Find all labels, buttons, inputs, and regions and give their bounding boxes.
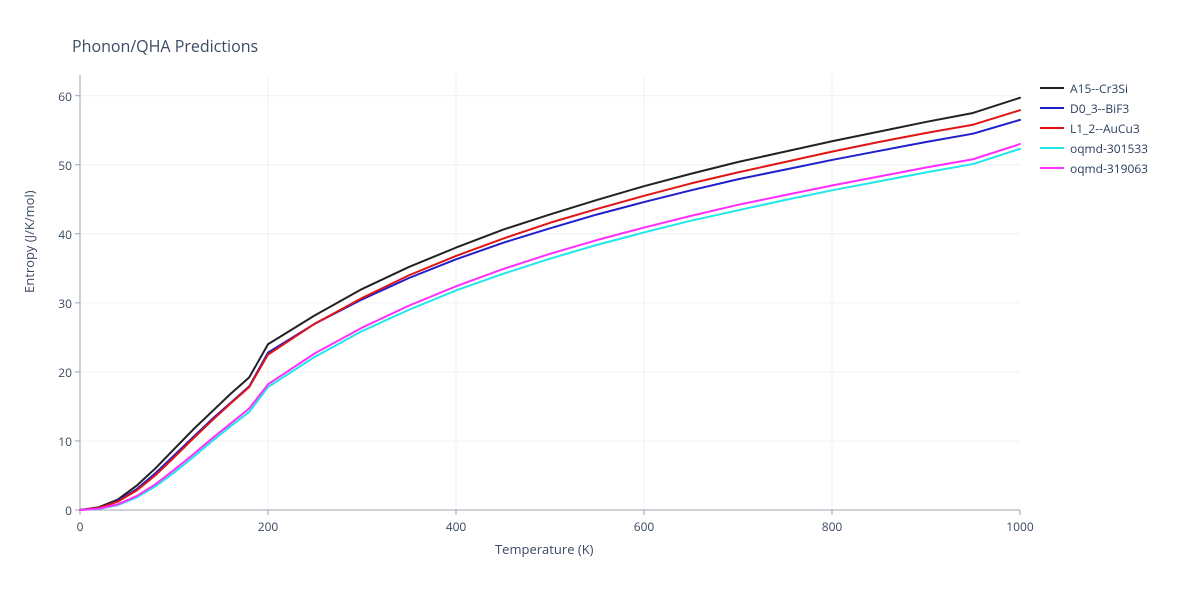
legend-swatch [1040,167,1064,169]
legend-label: D0_3--BiF3 [1070,100,1129,117]
x-axis-label: Temperature (K) [495,540,594,558]
legend-item[interactable]: L1_2--AuCu3 [1040,118,1148,138]
y-tick-label: 60 [46,88,72,105]
y-tick-label: 50 [46,157,72,174]
series-line[interactable] [80,144,1020,510]
y-tick-label: 40 [46,226,72,243]
x-tick-label: 1000 [1005,518,1035,535]
legend-label: oqmd-301533 [1070,140,1148,157]
legend-label: oqmd-319063 [1070,160,1148,177]
legend-swatch [1040,87,1064,89]
legend-item[interactable]: oqmd-301533 [1040,138,1148,158]
y-axis-label: Entropy (J/K/mol) [20,190,38,293]
y-tick-label: 0 [46,502,72,519]
legend-label: A15--Cr3Si [1070,80,1128,97]
y-tick-label: 30 [46,295,72,312]
series-line[interactable] [80,120,1020,510]
x-tick-label: 200 [253,518,283,535]
y-tick-label: 10 [46,433,72,450]
legend-item[interactable]: oqmd-319063 [1040,158,1148,178]
series-line[interactable] [80,98,1020,510]
x-tick-label: 800 [817,518,847,535]
legend-item[interactable]: D0_3--BiF3 [1040,98,1148,118]
x-tick-label: 0 [65,518,95,535]
legend-swatch [1040,127,1064,129]
series-line[interactable] [80,110,1020,510]
legend-label: L1_2--AuCu3 [1070,120,1140,137]
legend: A15--Cr3Si D0_3--BiF3 L1_2--AuCu3 oqmd-3015… [1040,78,1148,178]
legend-swatch [1040,107,1064,109]
plot-area [0,0,1200,600]
figure: Phonon/QHA Predictions 02004006008001000… [0,0,1200,600]
legend-swatch [1040,147,1064,149]
x-tick-label: 600 [629,518,659,535]
x-tick-label: 400 [441,518,471,535]
series-line[interactable] [80,149,1020,510]
y-tick-label: 20 [46,364,72,381]
legend-item[interactable]: A15--Cr3Si [1040,78,1148,98]
